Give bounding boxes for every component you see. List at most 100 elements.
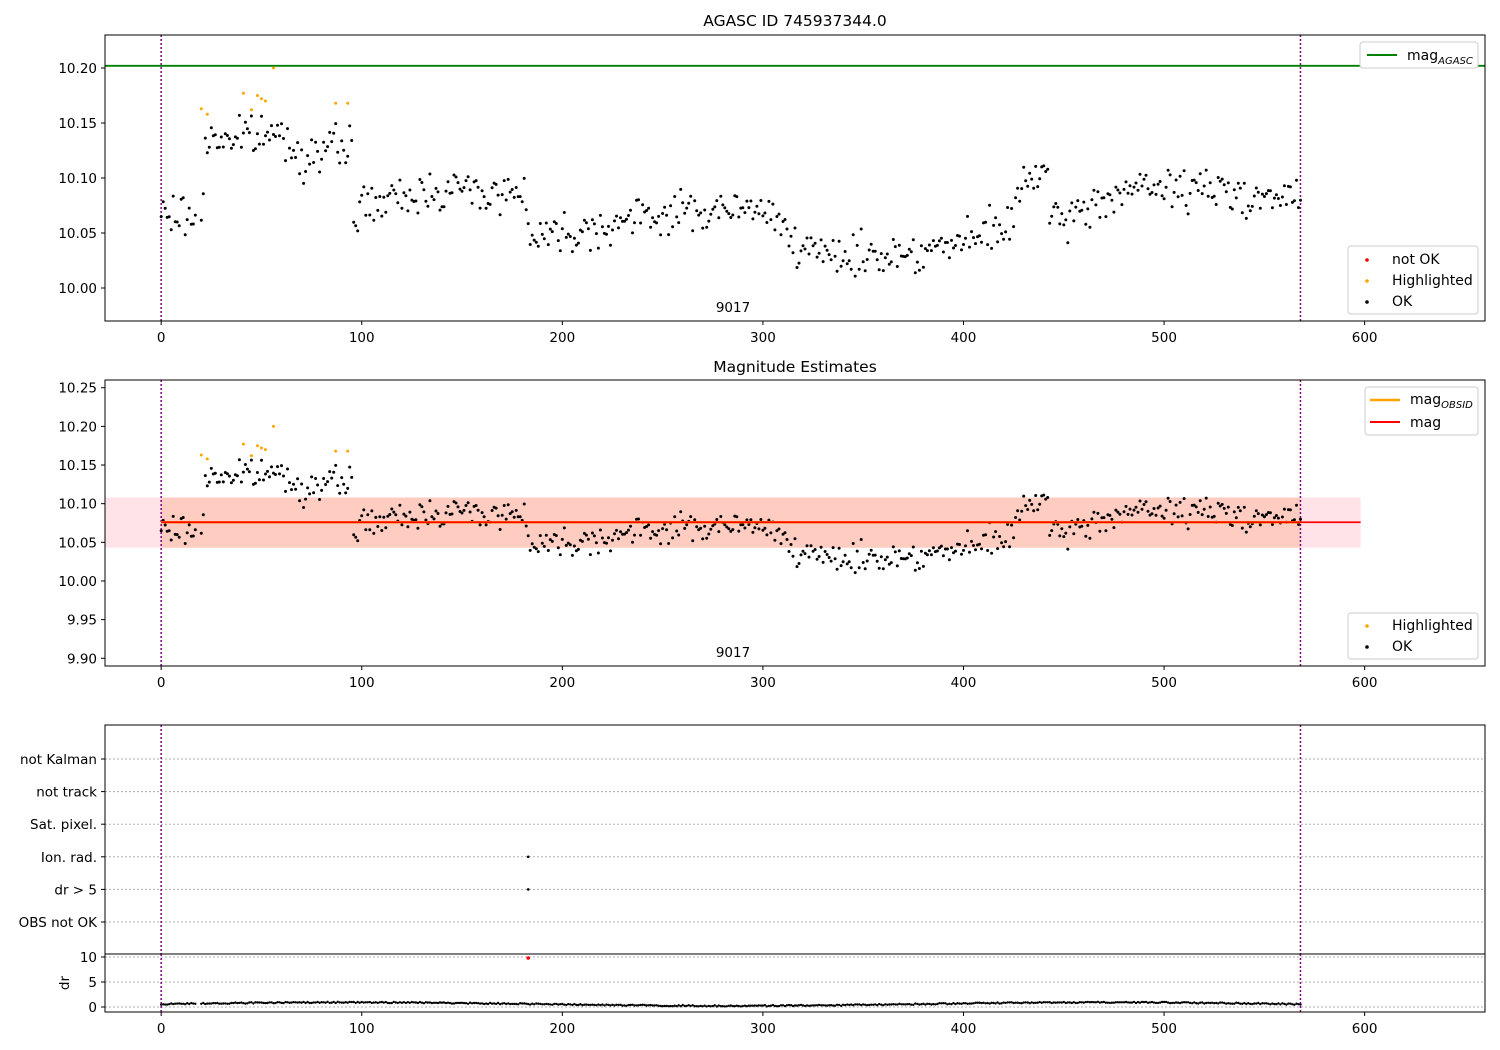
top-ok-point [1272, 196, 1276, 200]
top-highlighted-point [271, 66, 275, 70]
middle-ok-point [568, 543, 572, 547]
legend-notok-marker [1365, 258, 1369, 262]
top-ok-point [1240, 211, 1244, 215]
dr-point [440, 1001, 444, 1004]
middle-ok-point [853, 571, 857, 575]
dr-point [488, 1001, 492, 1005]
dr-point [1098, 1001, 1102, 1004]
top-ok-point [552, 220, 556, 224]
dr-point [450, 1002, 454, 1005]
dr-point [579, 1003, 582, 1006]
top-ok-point [582, 218, 586, 222]
dr-point [448, 1001, 452, 1005]
top-ok-point [1230, 207, 1234, 211]
dr-point [230, 1001, 233, 1005]
top-ok-point [805, 236, 809, 240]
dr-ytick-label: 0 [88, 1000, 97, 1016]
top-ok-point [1134, 181, 1138, 185]
top-ok-point [247, 131, 251, 135]
dr-point [657, 1004, 660, 1007]
top-axes-frame [104, 34, 1486, 322]
top-ok-point [578, 228, 582, 232]
top-ok-point [356, 229, 360, 233]
top-xtick-label: 0 [157, 330, 166, 346]
top-ok-point [1112, 210, 1116, 214]
dr-point [402, 1001, 406, 1004]
dr-point [904, 1003, 907, 1006]
dr-point [767, 1004, 771, 1008]
middle-ok-point [255, 471, 259, 474]
top-ok-point [536, 244, 540, 248]
legend-highlighted-marker-mid [1365, 624, 1369, 628]
top-ok-point [1297, 206, 1300, 210]
top-ok-point [416, 211, 420, 215]
top-ok-point [1108, 193, 1112, 197]
dr-point [434, 1001, 438, 1004]
top-ok-point [237, 113, 241, 117]
dr-point [515, 1002, 518, 1006]
dr-point [1052, 1001, 1056, 1004]
dr-point [1239, 1002, 1242, 1005]
top-ok-point [1292, 199, 1296, 203]
dr-point [1032, 1001, 1035, 1005]
top-ok-point [462, 186, 466, 190]
dr-point [982, 1001, 985, 1004]
middle-ok-point [296, 477, 300, 481]
dr-point [966, 1002, 969, 1005]
dr-point [697, 1005, 700, 1008]
dr-point [671, 1005, 674, 1008]
top-ok-point [781, 220, 785, 223]
top-ok-point [607, 224, 610, 228]
dr-point [272, 1002, 275, 1005]
dr-point [621, 1004, 624, 1007]
top-ok-point [687, 201, 691, 205]
middle-highlighted-point [259, 446, 263, 450]
middle-ok-point [322, 477, 326, 480]
middle-ok-point [217, 480, 221, 484]
dr-point [310, 1001, 313, 1005]
top-ok-point [199, 218, 203, 222]
middle-ok-point [394, 513, 398, 517]
middle-ok-point [344, 491, 348, 495]
middle-ok-point [677, 533, 681, 537]
dr-point [1293, 1003, 1296, 1006]
middle-ok-point [482, 515, 486, 519]
top-ok-point [334, 122, 338, 126]
dr-point [876, 1004, 879, 1007]
top-ok-point [773, 228, 777, 232]
dr-point [864, 1003, 867, 1006]
middle-ok-point [815, 557, 819, 561]
middle-ok-point [171, 514, 175, 518]
top-ok-point [1006, 206, 1010, 209]
dr-point [346, 1001, 349, 1004]
top-ok-point [464, 179, 468, 183]
middle-highlighted-point [241, 442, 245, 446]
dr-point [1106, 1001, 1110, 1004]
top-ok-point [1174, 178, 1178, 182]
top-ok-point [209, 126, 213, 130]
dr-point [693, 1005, 696, 1008]
dr-point [817, 1003, 821, 1007]
middle-ok-point [891, 545, 895, 549]
middle-ok-point [1118, 512, 1122, 516]
dr-ytick-label: 10 [80, 950, 97, 966]
dr-point [460, 1001, 464, 1004]
top-ok-point [913, 271, 917, 275]
top-ok-point [530, 233, 534, 237]
top-ok-point [749, 199, 753, 203]
dr-point [362, 1001, 365, 1004]
dr-point [1068, 1001, 1072, 1004]
dr-point [1082, 1001, 1086, 1004]
middle-ok-point [332, 470, 336, 474]
middle-ok-point [201, 513, 205, 517]
dr-point [308, 1001, 311, 1005]
middle-ok-point [947, 558, 951, 562]
middle-ok-point [717, 530, 721, 534]
top-ok-point [159, 215, 163, 219]
top-ok-point [243, 120, 247, 124]
middle-ok-point [1066, 547, 1070, 551]
dr-point [577, 1003, 580, 1007]
